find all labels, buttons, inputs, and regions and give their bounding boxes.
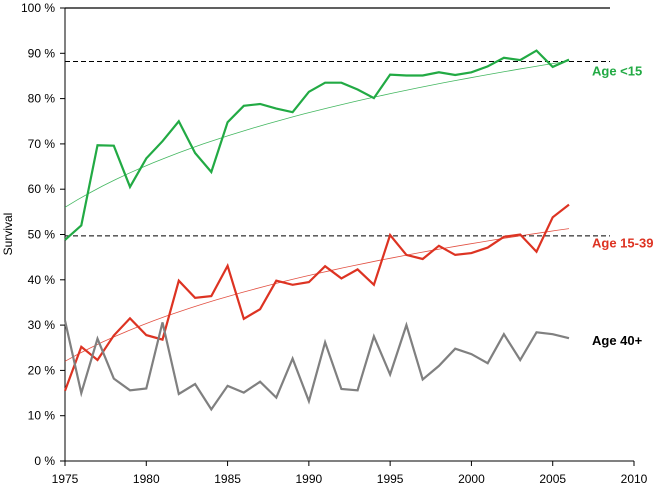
y-tick-label: 70 %	[28, 137, 56, 151]
x-tick-label: 2010	[621, 472, 648, 486]
y-tick-label: 80 %	[28, 92, 56, 106]
y-tick-label: 60 %	[28, 182, 56, 196]
x-tick-label: 1985	[214, 472, 241, 486]
y-tick-label: 100 %	[21, 1, 55, 15]
age-15-label: Age <15	[592, 64, 642, 79]
axes	[64, 7, 634, 462]
y-tick-label: 40 %	[28, 273, 56, 287]
y-tick-label: 90 %	[28, 46, 56, 60]
age-15-39-trend-line	[64, 228, 570, 362]
y-tick-label: 0 %	[34, 454, 55, 468]
age-40-label: Age 40+	[592, 333, 643, 348]
x-tick-label: 2000	[458, 472, 485, 486]
x-tick-label: 1995	[377, 472, 404, 486]
y-tick-label: 50 %	[28, 228, 56, 242]
x-tick-label: 1990	[296, 472, 323, 486]
y-tick-label: 20 %	[28, 363, 56, 377]
x-tick-label: 1975	[52, 472, 79, 486]
reference-lines	[65, 60, 610, 237]
trend-lines	[64, 60, 570, 362]
x-ticks: 1975 1980 1985 1990 1995 2000 2005 2010	[52, 461, 648, 486]
y-tick-label: 30 %	[28, 318, 56, 332]
x-tick-label: 1980	[133, 472, 160, 486]
y-axis-title: Survival	[1, 213, 15, 256]
y-tick-label: 10 %	[28, 409, 56, 423]
y-ticks: 0 % 10 % 20 % 30 % 40 % 50 % 60 % 70 % 80 % 90 % 1…	[21, 1, 65, 468]
age-40-line	[63, 320, 570, 412]
series-lines	[63, 49, 570, 412]
age-15-39-line	[63, 203, 570, 392]
series-labels: Age <15 Age 15-39 Age 40+	[592, 64, 653, 349]
age-15-trend-line	[64, 60, 570, 208]
age-15-39-label: Age 15-39	[592, 236, 653, 251]
x-tick-label: 2005	[539, 472, 566, 486]
age-15-line	[64, 49, 570, 241]
